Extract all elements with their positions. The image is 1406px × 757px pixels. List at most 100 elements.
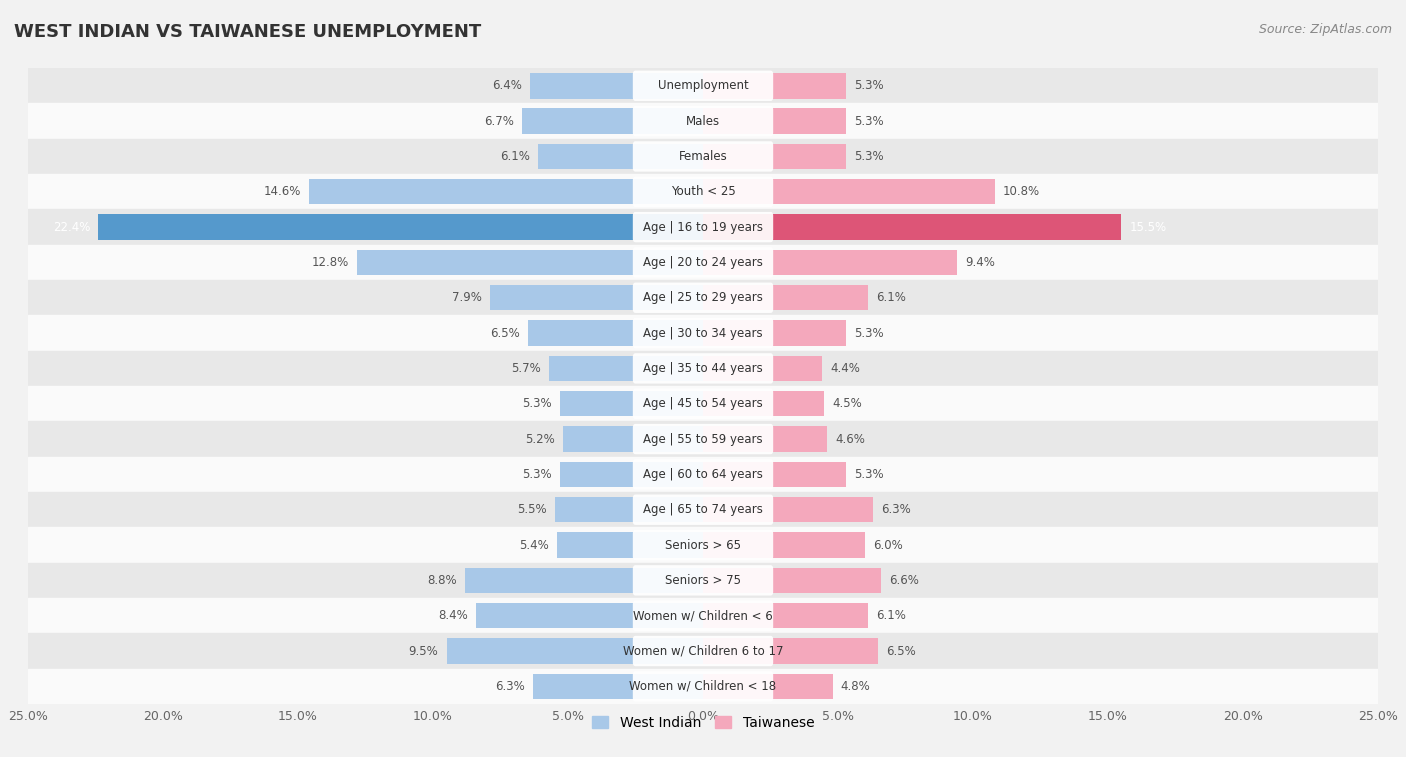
Text: 6.7%: 6.7%: [484, 114, 515, 128]
Bar: [703, 214, 1122, 240]
Bar: [703, 391, 824, 416]
FancyBboxPatch shape: [633, 212, 773, 242]
Bar: [28, 422, 1378, 456]
Text: Youth < 25: Youth < 25: [671, 185, 735, 198]
FancyBboxPatch shape: [633, 565, 773, 596]
Bar: [703, 73, 846, 98]
Bar: [522, 108, 703, 134]
Text: 4.6%: 4.6%: [835, 432, 865, 446]
Text: Age | 25 to 29 years: Age | 25 to 29 years: [643, 291, 763, 304]
FancyBboxPatch shape: [633, 671, 773, 702]
Bar: [28, 456, 1378, 492]
Bar: [28, 492, 1378, 528]
Bar: [703, 144, 846, 169]
Bar: [28, 139, 1378, 174]
Bar: [703, 674, 832, 699]
Text: Males: Males: [686, 114, 720, 128]
FancyBboxPatch shape: [633, 494, 773, 525]
Text: 5.3%: 5.3%: [855, 150, 884, 163]
Text: 5.3%: 5.3%: [522, 468, 551, 481]
FancyBboxPatch shape: [633, 70, 773, 101]
Text: 5.5%: 5.5%: [517, 503, 547, 516]
Bar: [447, 638, 703, 664]
Bar: [28, 562, 1378, 598]
Text: 15.5%: 15.5%: [1129, 220, 1167, 234]
Bar: [557, 532, 703, 558]
Bar: [538, 144, 703, 169]
Bar: [554, 497, 703, 522]
Bar: [703, 462, 846, 487]
Bar: [357, 250, 703, 275]
Text: 8.8%: 8.8%: [427, 574, 457, 587]
Text: Age | 55 to 59 years: Age | 55 to 59 years: [643, 432, 763, 446]
Text: 10.8%: 10.8%: [1002, 185, 1040, 198]
Text: 5.3%: 5.3%: [855, 114, 884, 128]
FancyBboxPatch shape: [633, 248, 773, 278]
Bar: [28, 528, 1378, 562]
Bar: [477, 603, 703, 628]
Text: 8.4%: 8.4%: [439, 609, 468, 622]
Bar: [28, 280, 1378, 316]
Bar: [28, 174, 1378, 210]
Bar: [28, 634, 1378, 668]
Bar: [560, 462, 703, 487]
Text: 6.3%: 6.3%: [882, 503, 911, 516]
Bar: [703, 532, 865, 558]
Text: 6.3%: 6.3%: [495, 680, 524, 693]
Text: 6.5%: 6.5%: [489, 326, 519, 340]
Bar: [703, 638, 879, 664]
Bar: [28, 68, 1378, 104]
Bar: [28, 210, 1378, 245]
Text: Females: Females: [679, 150, 727, 163]
Bar: [703, 250, 956, 275]
Bar: [703, 179, 994, 204]
Text: Women w/ Children < 18: Women w/ Children < 18: [630, 680, 776, 693]
Bar: [703, 568, 882, 593]
Text: Seniors > 65: Seniors > 65: [665, 538, 741, 552]
FancyBboxPatch shape: [633, 354, 773, 384]
Text: 6.5%: 6.5%: [887, 644, 917, 658]
Bar: [703, 320, 846, 346]
FancyBboxPatch shape: [633, 600, 773, 631]
Text: 12.8%: 12.8%: [312, 256, 349, 269]
Bar: [703, 603, 868, 628]
Text: 6.1%: 6.1%: [876, 609, 905, 622]
Text: WEST INDIAN VS TAIWANESE UNEMPLOYMENT: WEST INDIAN VS TAIWANESE UNEMPLOYMENT: [14, 23, 481, 41]
Bar: [28, 386, 1378, 422]
Text: Age | 16 to 19 years: Age | 16 to 19 years: [643, 220, 763, 234]
Bar: [560, 391, 703, 416]
Text: 9.4%: 9.4%: [965, 256, 994, 269]
Bar: [489, 285, 703, 310]
Text: 4.5%: 4.5%: [832, 397, 862, 410]
FancyBboxPatch shape: [633, 282, 773, 313]
Text: Source: ZipAtlas.com: Source: ZipAtlas.com: [1258, 23, 1392, 36]
Bar: [98, 214, 703, 240]
Bar: [550, 356, 703, 381]
Text: Age | 60 to 64 years: Age | 60 to 64 years: [643, 468, 763, 481]
Text: 6.4%: 6.4%: [492, 79, 522, 92]
Text: Unemployment: Unemployment: [658, 79, 748, 92]
Text: Age | 65 to 74 years: Age | 65 to 74 years: [643, 503, 763, 516]
Text: 5.2%: 5.2%: [524, 432, 554, 446]
Bar: [703, 356, 821, 381]
Text: Age | 30 to 34 years: Age | 30 to 34 years: [643, 326, 763, 340]
Text: 4.8%: 4.8%: [841, 680, 870, 693]
Bar: [562, 426, 703, 452]
FancyBboxPatch shape: [633, 636, 773, 666]
Bar: [28, 598, 1378, 634]
FancyBboxPatch shape: [633, 318, 773, 348]
Bar: [703, 497, 873, 522]
Text: 6.1%: 6.1%: [501, 150, 530, 163]
Text: 6.6%: 6.6%: [889, 574, 920, 587]
Text: 5.3%: 5.3%: [855, 326, 884, 340]
Bar: [703, 108, 846, 134]
Text: 22.4%: 22.4%: [53, 220, 90, 234]
Bar: [527, 320, 703, 346]
Text: 5.7%: 5.7%: [512, 362, 541, 375]
FancyBboxPatch shape: [633, 388, 773, 419]
Bar: [28, 104, 1378, 139]
Text: 6.0%: 6.0%: [873, 538, 903, 552]
Text: 4.4%: 4.4%: [830, 362, 859, 375]
Bar: [28, 668, 1378, 704]
Bar: [703, 285, 868, 310]
